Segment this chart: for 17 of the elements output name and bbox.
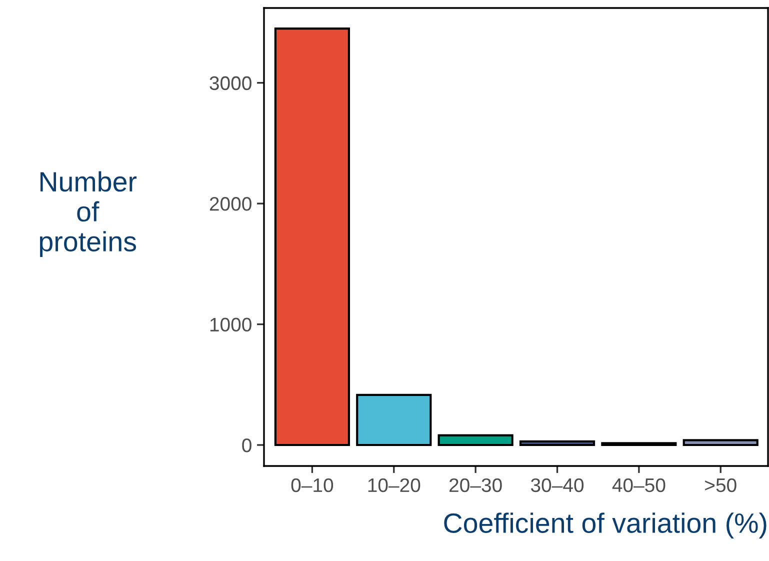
bar [438,434,514,446]
x-tick-label: 40–50 [612,478,666,492]
y-axis-title: Number of proteins [40,171,137,257]
x-tick-label: 10–20 [368,478,420,492]
x-tick-label: 20–30 [450,478,502,492]
x-axis-title: Coefficient of variation (%) [444,512,766,538]
y-tick-label: 2000 [210,197,252,211]
x-tick-label: 30–40 [530,478,584,492]
bar [682,439,758,446]
bar [519,440,596,446]
bar [274,27,350,446]
y-tick-label: 0 [242,438,252,452]
x-tick-label: >50 [705,478,736,492]
y-tick-label: 1000 [210,318,252,332]
y-tick-label: 3000 [210,76,252,90]
bar [356,394,432,446]
x-tick-label: 0–10 [291,478,334,492]
